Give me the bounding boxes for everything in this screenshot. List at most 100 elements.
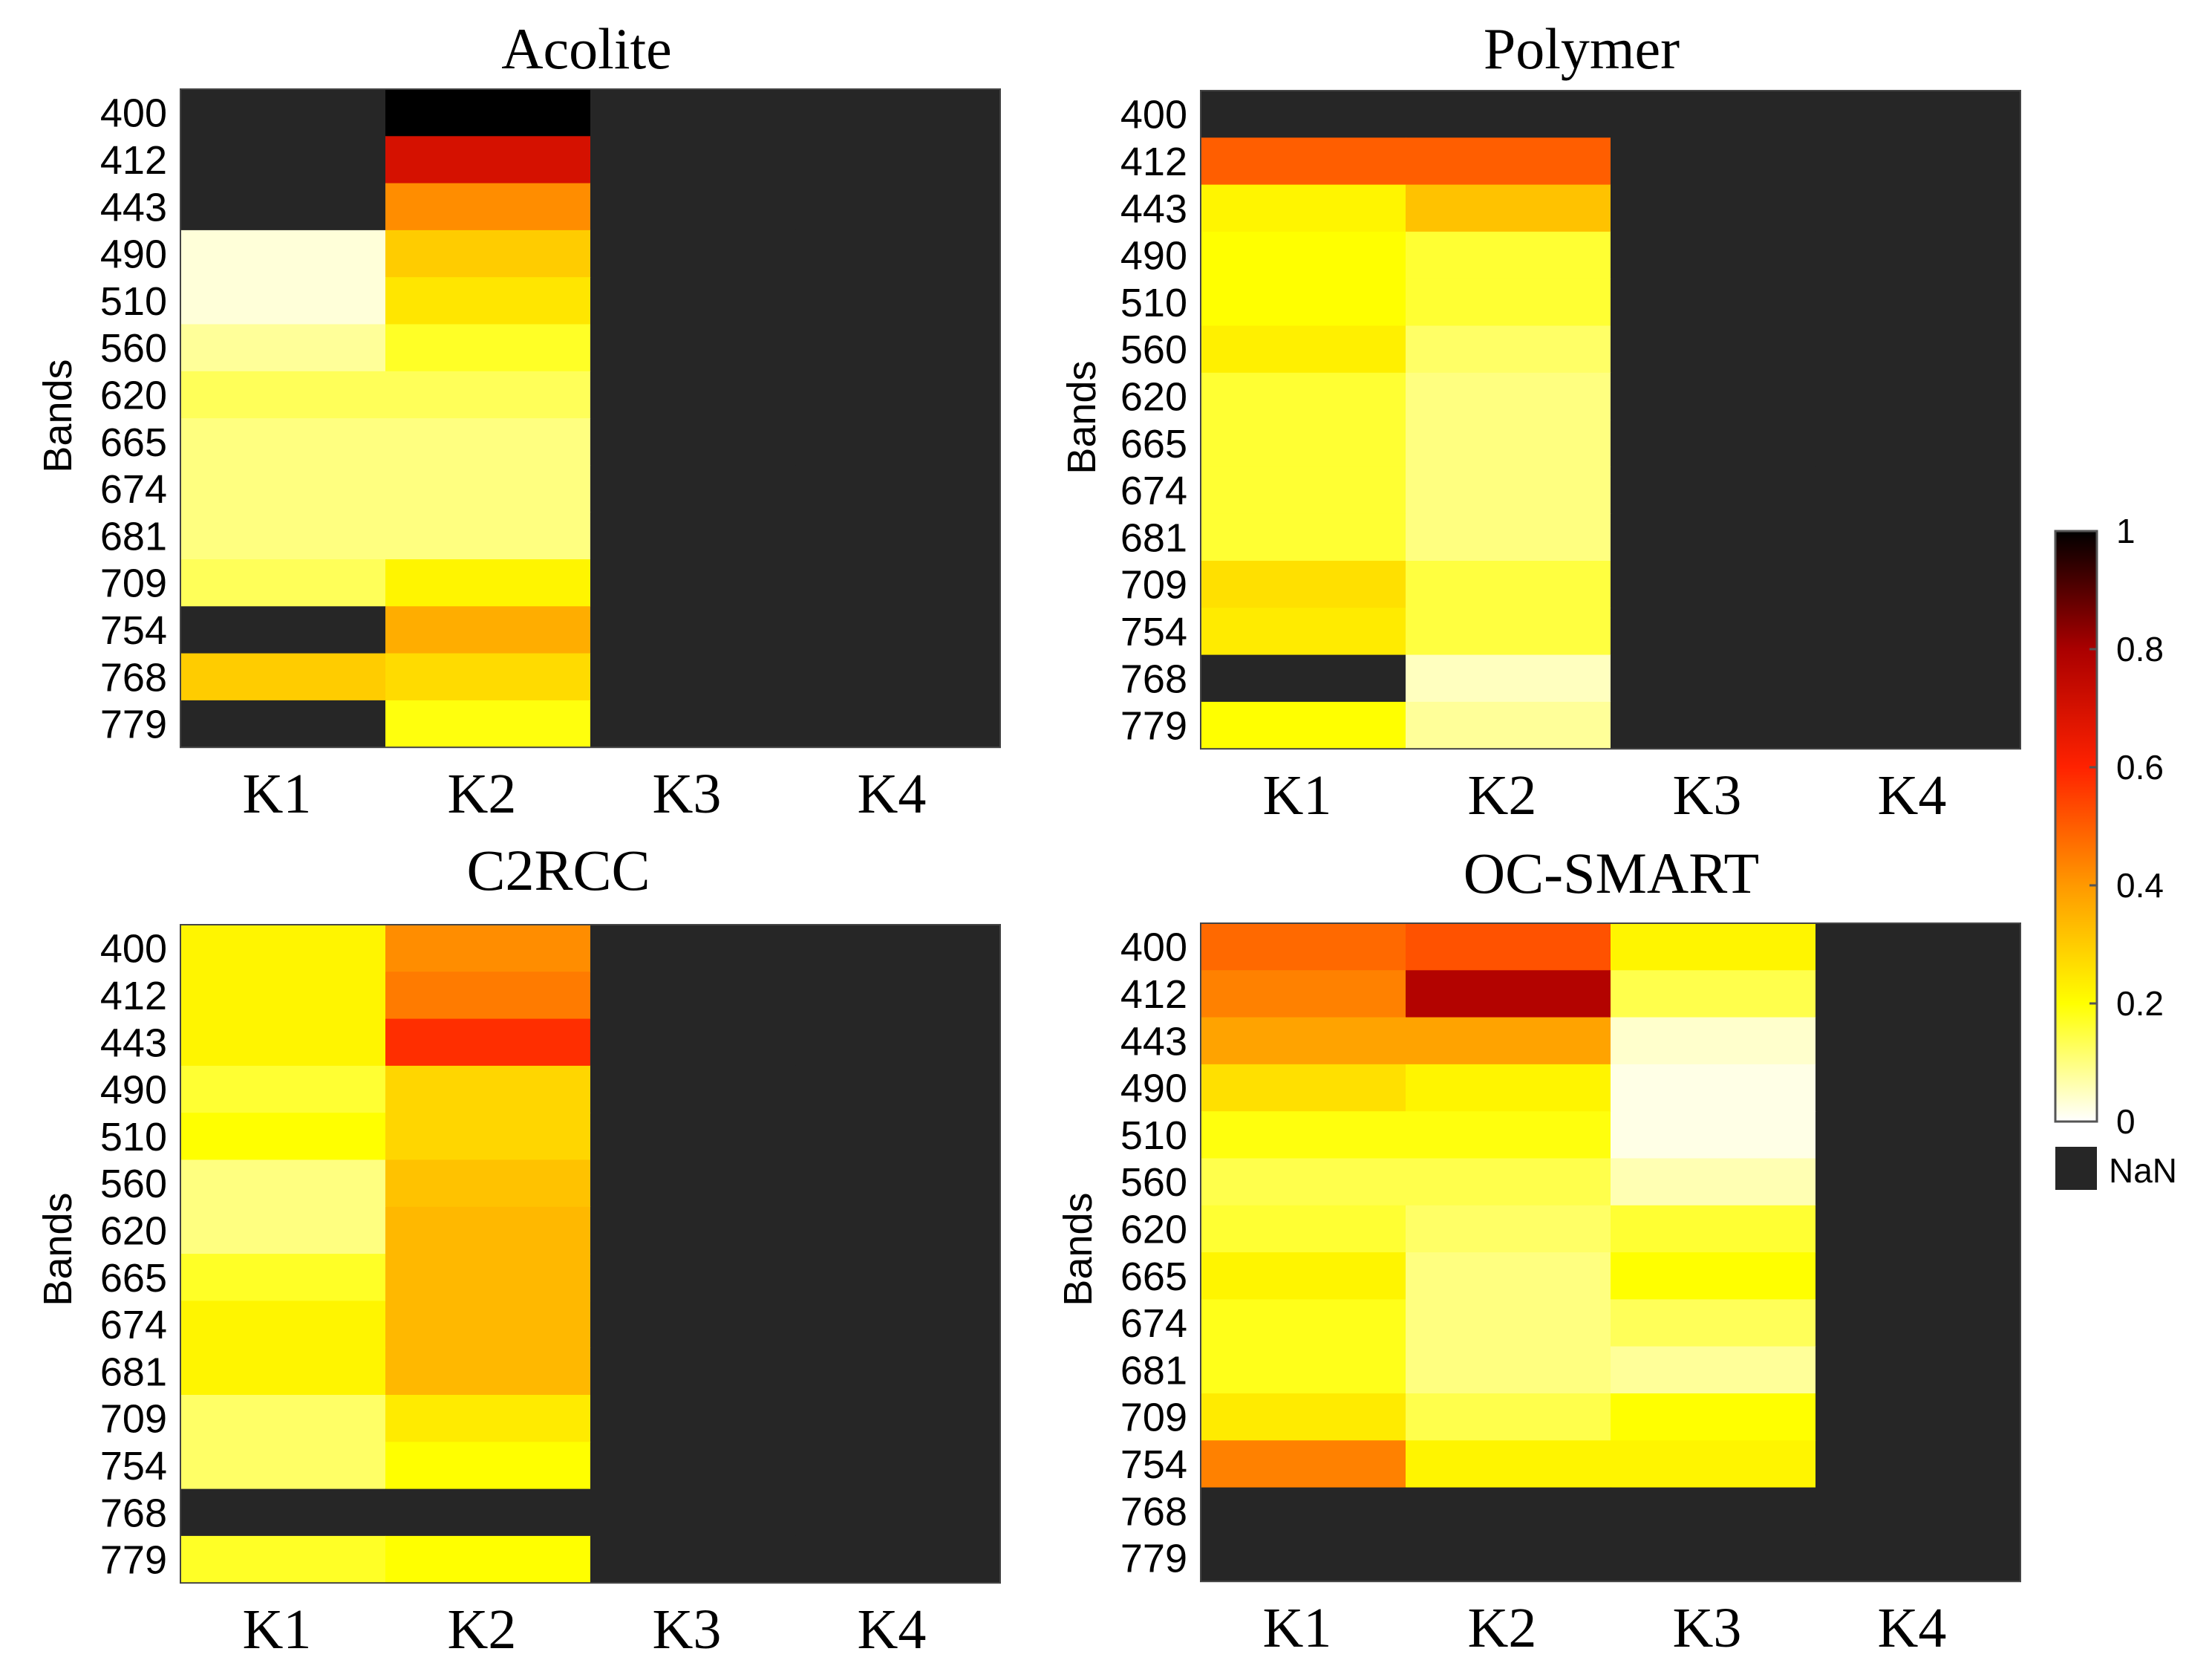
- heatmap-cell-acolite-443-K1: [180, 183, 386, 231]
- heatmap-cell-oc-smart-709-K4: [1815, 1393, 2021, 1441]
- heatmap-cell-acolite-490-K4: [795, 230, 1001, 278]
- heatmap-cell-acolite-560-K4: [795, 324, 1001, 372]
- colorbar-tick-label: 0.2: [2116, 984, 2164, 1023]
- band-label-779: 779: [100, 703, 167, 747]
- band-label-779: 779: [1120, 704, 1187, 749]
- heatmap-cell-oc-smart-674-K1: [1201, 1299, 1406, 1347]
- heatmap-cell-c2rcc-768-K2: [385, 1488, 591, 1537]
- heatmap-cell-polymer-443-K1: [1201, 184, 1406, 232]
- heatmap-cell-c2rcc-510-K3: [590, 1113, 796, 1161]
- band-label-560: 560: [100, 326, 167, 371]
- heatmap-cell-polymer-400-K4: [1815, 91, 2021, 138]
- heatmap-cell-c2rcc-779-K2: [385, 1535, 591, 1584]
- heatmap-cell-polymer-768-K1: [1201, 654, 1406, 703]
- heatmap-cell-c2rcc-754-K3: [590, 1442, 796, 1490]
- band-label-443: 443: [100, 1021, 167, 1065]
- heatmap-cell-polymer-681-K3: [1611, 513, 1816, 562]
- heatmap-acolite: 4004124434905105606206656746817097547687…: [100, 88, 1001, 825]
- heatmap-cell-acolite-674-K3: [590, 465, 796, 513]
- heatmap-cell-oc-smart-754-K3: [1611, 1440, 1816, 1488]
- heatmap-cell-oc-smart-709-K3: [1611, 1393, 1816, 1441]
- heatmap-cell-c2rcc-779-K1: [180, 1535, 386, 1584]
- heatmap-cell-polymer-681-K4: [1815, 513, 2021, 562]
- band-label-674: 674: [1120, 469, 1187, 513]
- heatmap-cell-oc-smart-412-K2: [1406, 970, 1611, 1018]
- heatmap-cell-c2rcc-709-K4: [795, 1395, 1001, 1442]
- heatmap-cell-polymer-768-K4: [1815, 654, 2021, 703]
- heatmap-cell-oc-smart-768-K4: [1815, 1487, 2021, 1535]
- heatmap-cell-polymer-674-K4: [1815, 466, 2021, 515]
- heatmap-cell-c2rcc-709-K2: [385, 1395, 591, 1442]
- band-label-674: 674: [1120, 1301, 1187, 1346]
- heatmap-cell-c2rcc-412-K2: [385, 972, 591, 1020]
- heatmap-cell-acolite-510-K2: [385, 277, 591, 325]
- panel-title-c2rcc: C2RCC: [466, 838, 650, 902]
- heatmap-cell-acolite-681-K1: [180, 512, 386, 560]
- heatmap-cell-polymer-510-K2: [1406, 279, 1611, 327]
- heatmap-cell-polymer-560-K2: [1406, 325, 1611, 374]
- heatmap-cell-c2rcc-412-K3: [590, 972, 796, 1020]
- heatmap-cell-oc-smart-490-K2: [1406, 1064, 1611, 1112]
- heatmap-cell-polymer-400-K3: [1611, 91, 1816, 138]
- heatmap-cell-polymer-490-K3: [1611, 231, 1816, 279]
- heatmap-cell-c2rcc-674-K4: [795, 1301, 1001, 1349]
- heatmap-cell-acolite-510-K1: [180, 277, 386, 325]
- heatmap-cell-oc-smart-490-K1: [1201, 1064, 1406, 1112]
- heatmap-cell-acolite-620-K4: [795, 371, 1001, 419]
- band-label-510: 510: [1120, 1113, 1187, 1158]
- heatmap-frame: [180, 924, 1001, 1584]
- band-label-560: 560: [100, 1162, 167, 1206]
- heatmap-cell-c2rcc-754-K1: [180, 1442, 386, 1490]
- band-label-412: 412: [1120, 972, 1187, 1017]
- heatmap-cell-polymer-510-K3: [1611, 279, 1816, 327]
- band-label-681: 681: [100, 514, 167, 559]
- heatmap-cell-oc-smart-620-K1: [1201, 1205, 1406, 1253]
- band-label-443: 443: [1120, 1019, 1187, 1064]
- heatmap-cell-acolite-754-K1: [180, 606, 386, 654]
- heatmap-cell-polymer-779-K1: [1201, 701, 1406, 749]
- heatmap-cell-oc-smart-779-K3: [1611, 1534, 1816, 1582]
- cluster-label-K4: K4: [858, 763, 927, 825]
- heatmap-cell-c2rcc-400-K4: [795, 925, 1001, 972]
- heatmap-cell-oc-smart-400-K3: [1611, 923, 1816, 971]
- band-label-490: 490: [100, 232, 167, 277]
- heatmap-cell-c2rcc-510-K2: [385, 1113, 591, 1161]
- heatmap-cell-polymer-620-K4: [1815, 372, 2021, 420]
- heatmap-cell-acolite-620-K2: [385, 371, 591, 419]
- band-label-620: 620: [1120, 374, 1187, 419]
- heatmap-cell-c2rcc-754-K2: [385, 1442, 591, 1490]
- y-axis-label-acolite: Bands: [36, 359, 80, 472]
- heatmap-cell-polymer-665-K4: [1815, 420, 2021, 467]
- heatmap-cell-c2rcc-665-K3: [590, 1254, 796, 1301]
- heatmap-cell-oc-smart-768-K3: [1611, 1487, 1816, 1535]
- band-label-412: 412: [100, 974, 167, 1018]
- heatmap-cell-c2rcc-490-K4: [795, 1065, 1001, 1113]
- heatmap-cell-polymer-560-K1: [1201, 325, 1406, 374]
- heatmap-cell-c2rcc-768-K4: [795, 1488, 1001, 1537]
- cluster-label-K1: K1: [243, 763, 312, 825]
- heatmap-cell-acolite-779-K1: [180, 700, 386, 748]
- panel-title-acolite: Acolite: [501, 16, 672, 81]
- heatmap-cell-acolite-681-K4: [795, 512, 1001, 560]
- heatmap-cell-acolite-490-K2: [385, 230, 591, 278]
- heatmap-cell-oc-smart-510-K3: [1611, 1111, 1816, 1159]
- heatmap-cell-acolite-400-K3: [590, 89, 796, 137]
- heatmap-cell-c2rcc-665-K4: [795, 1254, 1001, 1301]
- heatmap-cell-polymer-510-K4: [1815, 279, 2021, 327]
- band-label-400: 400: [1120, 93, 1187, 137]
- heatmap-cell-acolite-779-K2: [385, 700, 591, 748]
- heatmap-cell-oc-smart-681-K3: [1611, 1346, 1816, 1394]
- band-label-560: 560: [1120, 328, 1187, 372]
- heatmap-cell-polymer-620-K3: [1611, 372, 1816, 420]
- band-label-754: 754: [100, 1444, 167, 1488]
- heatmap-cell-polymer-490-K4: [1815, 231, 2021, 279]
- cluster-label-K1: K1: [1263, 1597, 1332, 1659]
- band-label-674: 674: [100, 1303, 167, 1347]
- heatmap-cell-c2rcc-620-K4: [795, 1206, 1001, 1254]
- heatmap-cell-acolite-412-K1: [180, 136, 386, 184]
- heatmap-cell-acolite-443-K3: [590, 183, 796, 231]
- heatmap-cell-c2rcc-779-K4: [795, 1535, 1001, 1584]
- panel-title-oc-smart: OC-SMART: [1464, 841, 1759, 905]
- heatmap-cell-c2rcc-490-K1: [180, 1065, 386, 1113]
- heatmap-cell-c2rcc-779-K3: [590, 1535, 796, 1584]
